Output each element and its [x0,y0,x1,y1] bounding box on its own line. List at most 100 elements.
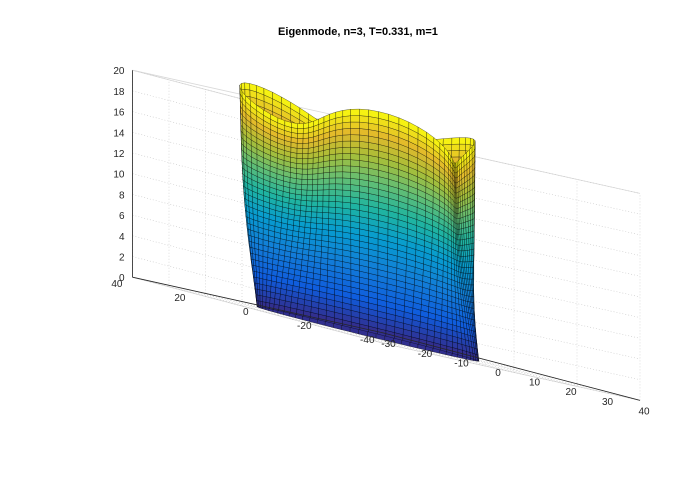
surface-patch [322,223,329,231]
surface-patch [295,183,302,190]
surface-patch [323,166,330,174]
surface-patch [468,237,472,245]
surface-patch [301,189,308,196]
z-tick-label: 8 [119,190,125,201]
surface-patch [306,195,313,202]
surface-patch [359,141,369,150]
surface-patch [335,159,343,167]
surface-patch [316,206,324,213]
surface-patch [342,201,351,210]
surface-patch [312,189,318,196]
surface-patch [328,212,336,220]
surface-patch [468,225,471,233]
grid-line [351,334,604,392]
surface-patch [241,82,246,91]
surface-patch [328,183,336,190]
surface-patch [300,205,307,212]
surface-patch [335,219,343,227]
surface-patch [350,153,360,161]
surface-patch [329,165,336,173]
x-tick-label: 20 [565,387,577,398]
surface-patch [307,157,314,164]
z-tick-label: 2 [119,253,125,264]
surface-patch [266,290,271,298]
surface-patch [322,200,330,208]
surface-patch [329,177,336,185]
grid-line [387,219,641,277]
surface-patch [297,133,304,139]
surface-patch [468,231,472,239]
surface-patch [255,265,260,273]
surface-patch [460,206,463,213]
surface-patch [359,128,369,137]
axes-front-edges [132,70,641,401]
surface-patch [451,137,460,145]
surface-patch [299,210,307,217]
surface-patch [298,226,306,233]
surface-patch [296,168,303,175]
surface-patch [312,184,318,191]
surface-patch [299,215,306,223]
surface-patch [295,188,302,196]
surface-patch [459,143,466,151]
surface-patch [255,254,260,262]
surface-patch [328,241,336,249]
surface-patch [321,229,329,236]
surface-patch [316,217,323,224]
surface-patch [304,221,312,229]
surface-patch [297,128,304,134]
surface-patch [350,128,360,136]
z-tick-label: 6 [119,211,125,222]
x-tick-label: 10 [529,378,541,389]
surface-patch [342,171,351,179]
surface-patch [302,142,309,149]
surface-patch [471,144,475,154]
surface-patch [469,261,473,268]
surface-patch [335,177,343,185]
surface-patch [335,195,343,203]
surface-patch [335,183,343,191]
surface-patch [309,233,317,241]
surface-patch [335,207,343,215]
surface-patch [328,224,336,232]
chart-title: Eigenmode, n=3, T=0.331, m=1 [278,26,438,38]
surface-patch [255,259,260,267]
surface-patch [256,283,260,290]
surface-patch [466,238,470,245]
surface-patch [350,108,360,116]
grid-line [387,282,641,339]
surface-patch [462,210,466,218]
surface-patch [350,178,360,186]
surface-patch [262,295,267,303]
y-tick-label: 0 [243,307,249,318]
surface-patch [359,121,369,130]
surface-patch [467,214,471,222]
surface-patch [329,159,336,167]
surface-patch [311,200,318,207]
surface-patch [323,160,330,168]
surface-patch [350,121,360,129]
surface-patch [462,216,466,224]
surface-patch [316,223,323,230]
surface-patch [311,211,318,218]
surface-patch [470,219,473,227]
surface-patch [302,168,308,175]
surface-patch [307,179,313,185]
surface-patch [309,238,316,246]
surface-patch [305,211,312,218]
surface-patch [342,207,351,216]
surface-patch [297,138,304,144]
surface-patch [457,255,460,262]
surface-patch [470,137,474,146]
surface-patch [310,222,317,229]
surface-patch [301,184,308,191]
surface-patch [317,184,324,191]
surface-patch [312,167,319,175]
surface-patch [317,189,324,196]
tick-labels: 0 2 4 6 8 10 12 14 16 18 20 -30 -20 -10 0 10 20 30 40 -40 -2… [111,66,650,417]
surface-patch [328,218,336,226]
surface-patch [317,178,324,185]
surface-patch [335,171,343,179]
grid-line [387,240,641,298]
